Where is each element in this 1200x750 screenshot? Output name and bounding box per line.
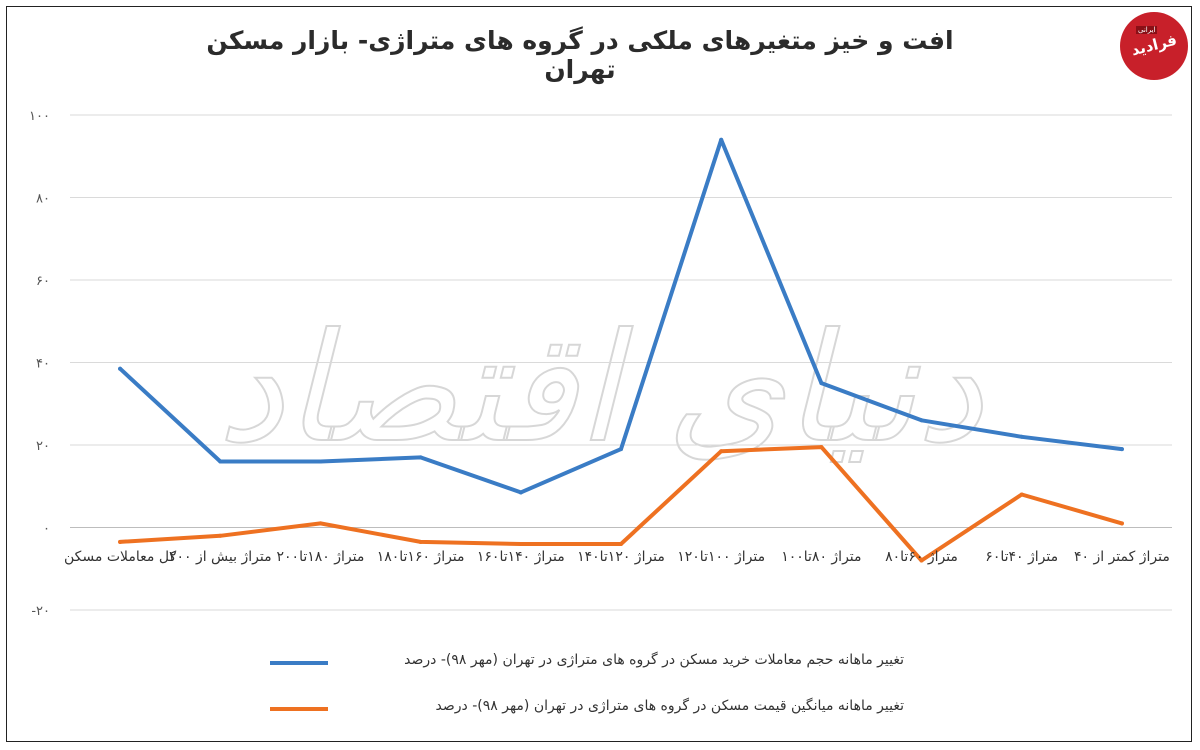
data-point <box>418 539 423 544</box>
chart-title: افت و خیز متغیرهای ملکی در گروه های مترا… <box>206 26 954 84</box>
logo-tag: ایرانی <box>1136 26 1158 34</box>
data-point <box>819 445 824 450</box>
data-point <box>218 459 223 464</box>
data-point <box>518 490 523 495</box>
data-point <box>919 418 924 423</box>
data-point <box>1119 521 1124 526</box>
x-tick-label: متراژ ۴۰تا۶۰ <box>985 549 1059 565</box>
data-point <box>819 381 824 386</box>
legend-swatch-volume <box>270 661 328 665</box>
y-tick-label: ۶۰ <box>36 274 50 289</box>
y-tick-label: ۱۰۰ <box>29 109 50 124</box>
legend-item-price: تغییر ماهانه میانگین قیمت مسکن در گروه ه… <box>270 694 910 724</box>
x-tick-label: متراژ ۱۴۰تا۱۶۰ <box>476 549 565 565</box>
y-tick-label: ۲۰ <box>36 439 50 454</box>
series-0 <box>118 137 1124 495</box>
x-tick-label: متراژ بیش از ۲۰۰ <box>168 549 272 565</box>
legend-item-volume: تغییر ماهانه حجم معاملات خرید مسکن در گر… <box>270 648 910 678</box>
series-1 <box>118 445 1124 563</box>
x-tick-label: متراژ ۱۸۰تا۲۰۰ <box>276 549 365 565</box>
x-tick-label: کل معاملات مسکن <box>64 549 177 565</box>
data-point <box>719 137 724 142</box>
y-tick-label: ۸۰ <box>36 192 50 207</box>
legend-label-volume: تغییر ماهانه حجم معاملات خرید مسکن در گر… <box>404 652 904 668</box>
series-lines <box>118 137 1124 563</box>
data-point <box>1119 447 1124 452</box>
legend-label-price: تغییر ماهانه میانگین قیمت مسکن در گروه ه… <box>435 698 904 714</box>
x-tick-label: متراژ ۸۰تا۱۰۰ <box>781 549 862 565</box>
data-point <box>919 558 924 563</box>
legend-swatch-price <box>270 707 328 711</box>
data-point <box>318 521 323 526</box>
chart-frame <box>6 6 1192 742</box>
data-point <box>719 449 724 454</box>
x-tick-label: متراژ ۱۰۰تا۱۲۰ <box>677 549 766 565</box>
data-point <box>518 542 523 546</box>
data-point <box>1019 434 1024 439</box>
x-tick-label: متراژ ۱۲۰تا۱۴۰ <box>577 549 665 565</box>
data-point <box>118 539 123 544</box>
y-tick-label: ۴۰ <box>36 357 50 372</box>
data-point <box>619 542 623 546</box>
y-tick-label: -۲۰ <box>31 604 50 619</box>
faradeed-logo: ایرانی فرادید <box>1120 12 1188 80</box>
data-point <box>318 459 323 464</box>
data-point <box>1019 492 1024 497</box>
x-tick-label: متراژ کمتر از ۴۰ <box>1073 549 1170 565</box>
y-tick-label: ۰ <box>43 522 50 537</box>
y-axis-ticks: -۲۰ ۰ ۲۰ ۴۰ ۶۰ ۸۰ ۱۰۰ <box>29 109 50 619</box>
data-point <box>118 366 123 371</box>
data-point <box>619 447 623 452</box>
x-tick-label: متراژ ۱۶۰تا۱۸۰ <box>376 549 465 565</box>
data-point <box>418 455 423 460</box>
x-tick-label: متراژ ۶۰تا۸۰ <box>885 549 958 565</box>
watermark: دنیای اقتصاد <box>217 302 984 476</box>
data-point <box>218 533 223 538</box>
